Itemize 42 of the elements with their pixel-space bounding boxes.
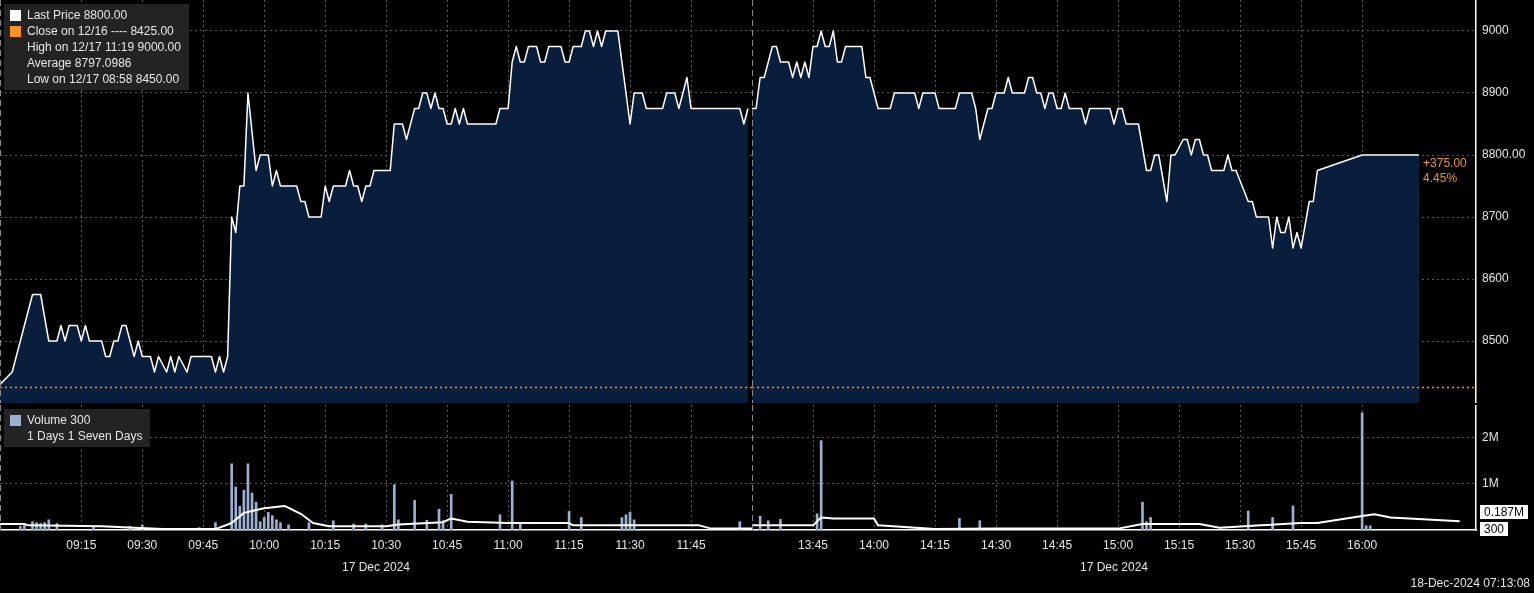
x-tick-label: 14:15 — [920, 537, 951, 552]
annotation: 1 Days 1 Seven Days — [27, 428, 143, 444]
y-tick-label: 8900 — [1482, 85, 1510, 100]
y-tick-label: 8600 — [1482, 271, 1510, 286]
x-tick-label: 10:45 — [432, 537, 463, 552]
text: 18-Dec-2024 07:13:08 — [1410, 576, 1530, 590]
legend-label: Close on 12/16 ---- 8425.00 — [27, 23, 174, 39]
x-tick-label: 09:45 — [188, 537, 219, 552]
x-tick-label: 11:45 — [676, 537, 706, 552]
y-tick-label: 8800.00 — [1482, 147, 1526, 162]
x-axis-title: 17 Dec 2024 — [1079, 560, 1149, 575]
x-tick-label: 14:30 — [981, 537, 1012, 552]
x-tick-label: 10:30 — [371, 537, 402, 552]
x-tick-label: 11:00 — [493, 537, 523, 552]
x-tick-label: 10:00 — [249, 537, 280, 552]
x-tick-label: 15:00 — [1103, 537, 1134, 552]
x-tick-label: 11:30 — [615, 537, 645, 552]
y-tick-label: 8500 — [1482, 333, 1510, 348]
x-tick-label: 14:45 — [1042, 537, 1073, 552]
text: 0.187M — [1480, 505, 1529, 519]
annotation: Low on 12/17 08:58 8450.00 — [27, 71, 180, 87]
x-tick-label: 11:15 — [554, 537, 584, 552]
x-tick-label: 15:45 — [1286, 537, 1317, 552]
x-tick-label: 16:00 — [1347, 537, 1378, 552]
legend-label: Last Price 8800.00 — [27, 7, 128, 23]
x-tick-label: 13:45 — [798, 537, 829, 552]
y-tick-label: 9000 — [1482, 23, 1510, 38]
x-tick-label: 15:30 — [1225, 537, 1256, 552]
legend-label: Volume 300 — [27, 412, 91, 428]
y-tick-label: 2M — [1482, 429, 1499, 444]
y-tick-label: 1M — [1482, 476, 1499, 491]
text: 300 — [1480, 522, 1509, 536]
x-tick-label: 09:15 — [66, 537, 97, 552]
x-tick-label: 14:00 — [859, 537, 890, 552]
y-tick-label: 8700 — [1482, 209, 1510, 224]
x-tick-label: 09:30 — [127, 537, 158, 552]
x-tick-label: 15:15 — [1164, 537, 1195, 552]
annotation: +375.00 4.45% — [1423, 156, 1468, 186]
annotation: High on 12/17 11:19 9000.00 — [27, 39, 181, 55]
x-axis-title: 17 Dec 2024 — [341, 560, 411, 575]
x-tick-label: 10:15 — [310, 537, 341, 552]
annotation: Average 8797.0986 — [27, 55, 132, 71]
